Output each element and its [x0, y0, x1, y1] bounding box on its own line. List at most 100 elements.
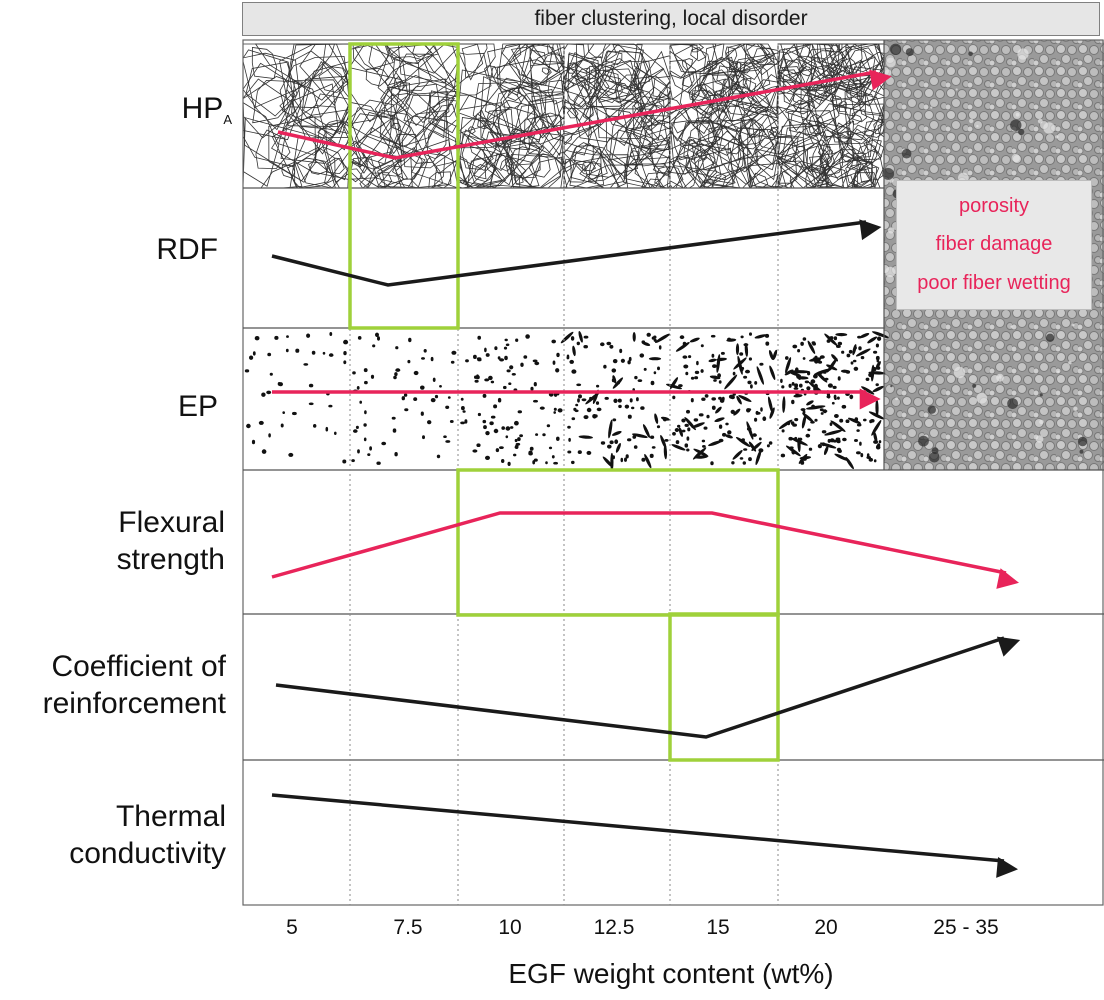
fiber-dot: [395, 368, 401, 372]
sem-spot: [1035, 435, 1044, 443]
fiber-dot: [583, 335, 589, 339]
fiber-dot: [767, 396, 773, 413]
voronoi-cell: [690, 47, 706, 62]
voronoi-cell: [806, 84, 828, 99]
sem-spot: [1010, 119, 1022, 131]
fiber-dot: [827, 383, 833, 388]
fiber-dot: [490, 380, 495, 384]
sem-spot: [1055, 135, 1059, 139]
fiber-dot: [796, 376, 809, 380]
sem-spot: [929, 451, 940, 463]
fiber-dot: [485, 353, 490, 357]
voronoi-cell: [851, 114, 863, 125]
voronoi-cell: [522, 43, 565, 98]
fiber-dot: [711, 353, 715, 358]
fiber-dot: [824, 333, 838, 347]
fiber-dot: [303, 363, 309, 366]
fiber-dot: [370, 374, 375, 379]
fiber-dot: [555, 368, 560, 373]
fiber-dot: [509, 365, 514, 370]
voronoi-cell: [500, 89, 523, 109]
fiber-dot: [546, 424, 551, 428]
voronoi-cell: [604, 50, 623, 66]
fiber-dot: [794, 436, 798, 441]
fiber-dot: [596, 384, 600, 388]
fiber-dot: [594, 414, 598, 418]
fiber-dot: [465, 359, 469, 363]
voronoi-cell: [850, 152, 868, 171]
sem-spot: [1015, 112, 1020, 117]
fiber-dot: [640, 406, 645, 410]
fiber-dot: [708, 358, 717, 363]
fiber-dot: [604, 396, 609, 400]
fiber-dot: [826, 364, 838, 371]
fiber-dot: [449, 420, 454, 423]
sem-spot: [1043, 122, 1055, 134]
fiber-dot: [532, 460, 536, 465]
fiber-dot: [375, 332, 379, 337]
fiber-dot: [394, 372, 398, 377]
fiber-dot: [364, 380, 368, 385]
fiber-dot: [690, 376, 695, 380]
fiber-dot: [277, 382, 281, 386]
fiber-dot: [557, 408, 563, 413]
voronoi-cell: [512, 100, 565, 154]
voronoi-cell: [581, 161, 597, 172]
voronoi-cell: [856, 148, 885, 183]
fiber-dot: [313, 424, 317, 428]
fiber-dot: [325, 426, 329, 432]
trend-rdf: [271, 219, 882, 287]
fiber-dot: [529, 446, 534, 451]
voronoi-cell: [813, 85, 831, 102]
fiber-dot: [735, 343, 740, 356]
voronoi-cell: [669, 105, 691, 142]
fiber-dot: [833, 394, 837, 400]
fiber-dot: [613, 398, 618, 403]
fiber-dot: [802, 357, 806, 360]
fiber-dot: [499, 358, 505, 362]
x-tick-5: 5: [286, 916, 298, 939]
fiber-dot: [484, 347, 487, 353]
fiber-dot: [515, 338, 519, 342]
fiber-dot: [403, 393, 408, 397]
fiber-dot: [732, 450, 743, 460]
fiber-dot: [355, 425, 359, 429]
voronoi-cell: [579, 160, 602, 180]
fiber-dot: [656, 425, 661, 429]
fiber-dot: [711, 397, 716, 401]
fiber-dot: [672, 395, 676, 400]
fiber-dot: [583, 415, 589, 420]
fiber-dot: [585, 392, 600, 405]
fiber-dot: [553, 407, 557, 411]
fiber-dot: [567, 425, 571, 429]
fiber-dot: [850, 361, 854, 365]
fiber-dot: [876, 359, 880, 363]
voronoi-cell: [818, 130, 883, 180]
fiber-dot: [460, 421, 465, 425]
header-banner: fiber clustering, local disorder: [242, 2, 1100, 36]
fiber-dot: [683, 364, 689, 369]
fiber-dot: [377, 336, 380, 341]
fiber-dot: [781, 385, 785, 389]
fiber-dot: [835, 332, 848, 337]
fiber-dot: [261, 449, 267, 454]
fiber-dot: [747, 408, 752, 411]
sem-spot: [976, 124, 979, 128]
fiber-dot: [586, 450, 592, 455]
voronoi-cell: [563, 115, 639, 178]
voronoi-cell: [573, 94, 587, 108]
fiber-dot: [504, 355, 508, 361]
sem-spot: [885, 266, 896, 278]
fiber-dot: [295, 348, 300, 353]
fiber-dot: [489, 421, 494, 426]
fiber-dot: [836, 447, 842, 452]
fiber-dot: [849, 394, 854, 400]
fiber-dot: [871, 420, 882, 436]
sem-spot: [953, 366, 966, 379]
fiber-dot: [731, 461, 735, 465]
sem-spot: [1068, 361, 1072, 365]
note-fiber-damage: fiber damage: [935, 233, 1053, 256]
voronoi-cell: [508, 146, 541, 179]
fiber-dot: [505, 343, 510, 347]
fiber-dot: [282, 411, 286, 414]
